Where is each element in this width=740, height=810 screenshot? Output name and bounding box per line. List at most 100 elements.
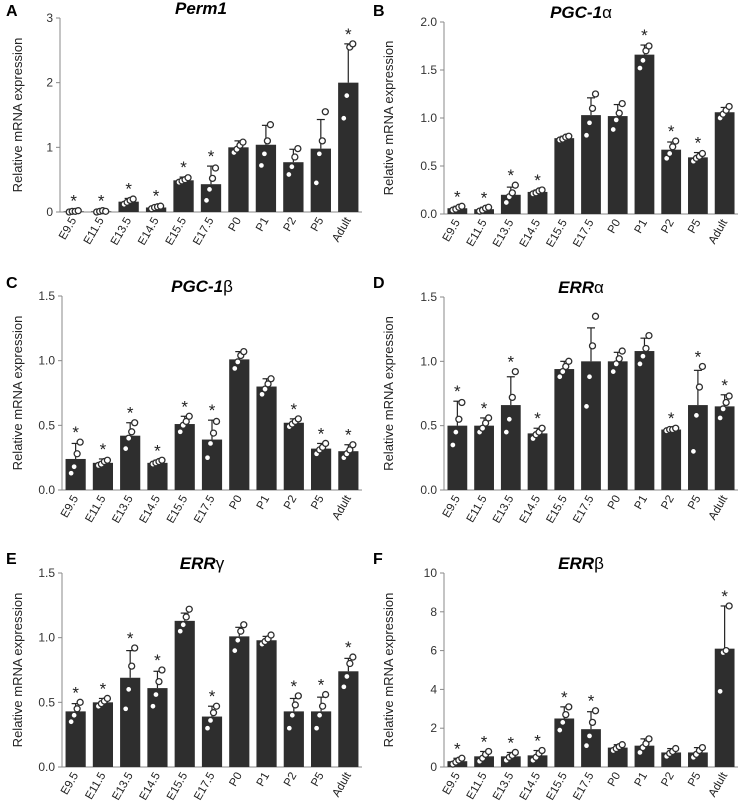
data-point	[237, 627, 245, 635]
data-point	[484, 414, 493, 422]
data-point	[538, 424, 546, 432]
significance-star: *	[153, 187, 160, 206]
chart-title-gene: ERR	[558, 554, 595, 573]
bar	[338, 671, 359, 767]
significance-star: *	[291, 400, 298, 419]
significance-star: *	[70, 192, 77, 211]
chart-title: ERRβ	[558, 554, 604, 573]
bar	[554, 138, 575, 214]
data-point	[125, 685, 133, 694]
data-point	[556, 726, 564, 734]
data-point	[505, 415, 513, 423]
data-point	[615, 355, 623, 363]
chart-title-gene: PGC-1	[550, 3, 602, 22]
significance-star: *	[454, 739, 461, 758]
bar	[500, 405, 521, 490]
data-point	[562, 710, 570, 719]
data-point	[312, 724, 321, 732]
data-point	[585, 119, 594, 127]
significance-star: *	[127, 404, 134, 423]
data-point	[234, 636, 242, 644]
data-point	[349, 40, 357, 48]
bar	[661, 429, 682, 490]
bar	[201, 439, 223, 490]
data-point	[128, 428, 136, 436]
bar	[147, 688, 168, 767]
significance-star: *	[98, 192, 105, 211]
chart-title: PGC-1α	[550, 3, 612, 22]
bar	[229, 636, 250, 767]
significance-star: *	[291, 677, 298, 696]
x-tick-label: P5	[686, 771, 703, 789]
data-point	[239, 138, 247, 146]
x-tick-label: E9.5	[57, 216, 79, 243]
data-point	[261, 385, 269, 393]
data-point	[458, 754, 466, 762]
y-tick-label: 0	[46, 205, 53, 219]
data-point	[340, 683, 348, 691]
x-tick-label: E11.5	[82, 216, 107, 247]
data-point	[672, 744, 680, 753]
chart-panel-c: C PGC-1β Relative mRNA expression 0.0 0.5 1.0…	[6, 275, 362, 526]
chart-title-gene: Perm1	[175, 0, 227, 18]
data-point	[263, 137, 272, 145]
data-point	[343, 91, 351, 100]
y-tick-label: 0.0	[420, 483, 437, 497]
significance-star: *	[72, 683, 79, 702]
data-point	[294, 415, 302, 423]
data-point	[639, 352, 647, 360]
x-tick-label: E15.5	[544, 218, 569, 250]
data-point	[321, 690, 330, 699]
bar	[661, 149, 682, 214]
y-tick-label: 0.5	[420, 419, 437, 433]
chart-title: ERRα	[558, 278, 604, 297]
x-tick-label: E17.5	[571, 771, 596, 803]
data-point	[212, 702, 221, 710]
panel-letter: F	[373, 551, 383, 568]
y-tick-label: 10	[424, 566, 438, 580]
data-point	[618, 347, 626, 355]
data-point	[182, 613, 190, 621]
data-point	[722, 398, 730, 407]
data-point	[591, 90, 600, 98]
x-tick-label: E9.5	[441, 218, 463, 245]
y-tick-label: 0.0	[38, 760, 55, 774]
data-point	[155, 677, 163, 686]
chart-title-suffix: γ	[216, 554, 225, 573]
bar	[201, 716, 223, 767]
significance-star: *	[481, 188, 488, 207]
data-point	[716, 687, 724, 695]
data-point	[291, 701, 299, 709]
data-point	[182, 417, 190, 426]
data-point	[618, 99, 626, 108]
y-tick-label: 0.5	[38, 418, 55, 432]
data-point	[122, 705, 130, 713]
x-tick-label: Adult	[707, 217, 731, 246]
significance-star: *	[208, 147, 215, 166]
bar	[714, 406, 735, 490]
data-point	[484, 203, 493, 211]
data-point	[67, 718, 75, 726]
data-point	[502, 428, 510, 436]
x-tick-label: E17.5	[192, 771, 217, 803]
y-axis-label: Relative mRNA expression	[381, 593, 396, 748]
x-tick-label: E15.5	[165, 771, 190, 803]
y-tick-label: 1.0	[38, 631, 55, 645]
data-point	[131, 644, 139, 652]
data-point	[484, 747, 493, 756]
y-tick-label: 1.0	[38, 354, 55, 368]
data-point	[129, 195, 137, 203]
data-point	[102, 207, 110, 216]
data-point	[458, 398, 466, 407]
data-point	[349, 441, 357, 449]
panel-letter: A	[6, 3, 18, 20]
data-point	[666, 149, 674, 158]
data-point	[203, 454, 212, 462]
bar	[174, 424, 195, 490]
significance-star: *	[454, 187, 461, 206]
significance-star: *	[534, 171, 541, 190]
data-point	[719, 405, 727, 413]
bar	[688, 405, 708, 490]
data-point	[582, 402, 591, 411]
significance-star: *	[481, 399, 488, 418]
